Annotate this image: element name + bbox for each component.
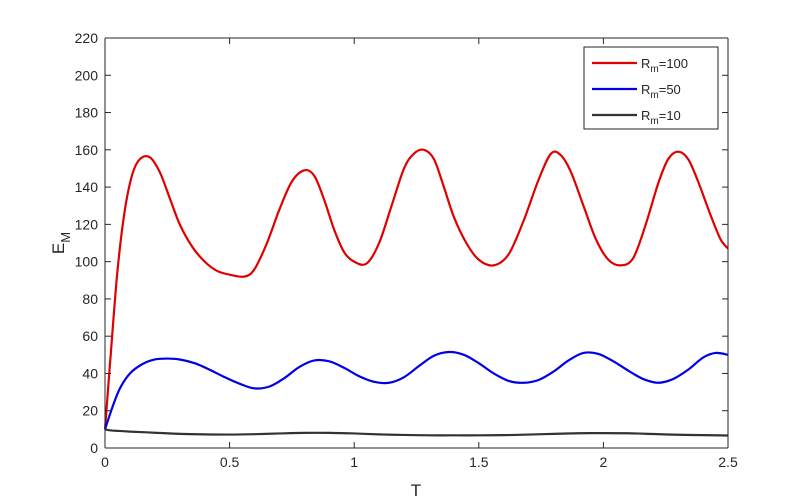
y-tick-label: 160 [75,142,99,158]
y-tick-label: 60 [82,328,98,344]
y-tick-label: 200 [75,67,99,83]
x-tick-label: 2 [600,454,608,470]
y-tick-label: 20 [82,403,98,419]
y-tick-label: 120 [75,216,99,232]
y-tick-label: 140 [75,179,99,195]
x-tick-label: 2.5 [718,454,738,470]
x-tick-label: 0.5 [220,454,240,470]
y-tick-label: 180 [75,105,99,121]
y-tick-label: 220 [75,30,99,46]
y-tick-label: 40 [82,365,98,381]
x-tick-label: 0 [101,454,109,470]
x-axis-label: T [411,481,421,500]
x-tick-label: 1.5 [469,454,489,470]
y-tick-label: 80 [82,291,98,307]
y-axis-label-sub: M [58,232,73,243]
y-tick-label: 100 [75,254,99,270]
y-tick-label: 0 [90,440,98,456]
y-axis-label-main: E [49,243,68,254]
x-tick-label: 1 [350,454,358,470]
